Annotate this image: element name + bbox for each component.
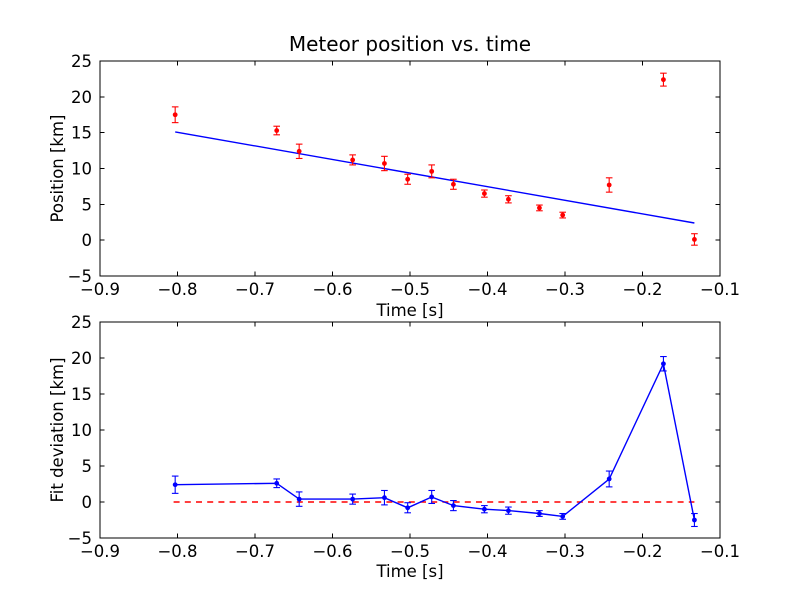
x-tick-label: −0.2 — [622, 542, 662, 561]
y-axis-label: Fit deviation [km] — [48, 357, 67, 502]
bottom-axes-deviation: −0.9 −0.8 −0.7 −0.6 −0.5 −0.4 −0.3 −0.2 −0.1 −5 0 5… — [48, 313, 740, 581]
data-point — [692, 237, 697, 242]
data-point — [661, 77, 666, 83]
x-tick-label: −0.9 — [80, 280, 120, 299]
chart-title: Meteor position vs. time — [289, 32, 531, 56]
data-point — [274, 128, 280, 133]
data-point — [482, 191, 487, 196]
data-point — [296, 148, 302, 154]
x-axis: −0.9 −0.8 −0.7 −0.6 −0.5 −0.4 −0.3 −0.2 −0.1 — [80, 322, 740, 561]
x-axis-label: Time [s] — [375, 301, 443, 320]
data-point — [451, 181, 456, 187]
data-point — [451, 503, 456, 508]
y-axis: −5 0 5 10 15 20 25 — [68, 313, 720, 548]
y-tick-label: 5 — [82, 195, 93, 214]
data-point — [350, 157, 356, 163]
data-point — [560, 514, 566, 519]
data-point — [405, 176, 411, 182]
data-point — [606, 182, 612, 188]
data-point — [537, 511, 542, 516]
data-point — [560, 212, 566, 218]
data-point — [382, 495, 387, 501]
y-tick-label: 20 — [71, 88, 92, 107]
top-axes-position: −0.9 −0.8 −0.7 −0.6 −0.5 −0.4 −0.3 −0.2 −0.1 −5 0 5… — [48, 32, 740, 320]
data-point — [537, 205, 542, 211]
x-tick-label: −0.8 — [157, 542, 197, 561]
x-tick-label: −0.7 — [235, 542, 275, 561]
data-point — [172, 112, 178, 118]
x-tick-label: −0.1 — [700, 542, 740, 561]
data-point — [172, 482, 178, 488]
x-axis: −0.9 −0.8 −0.7 −0.6 −0.5 −0.4 −0.3 −0.2 −0.1 — [80, 61, 740, 299]
x-tick-label: −0.7 — [235, 280, 275, 299]
data-point — [482, 506, 487, 512]
data-point — [429, 168, 435, 174]
y-tick-label: −5 — [68, 529, 92, 548]
data-point — [405, 505, 411, 511]
x-tick-label: −0.8 — [157, 280, 197, 299]
data-point — [382, 161, 387, 166]
data-point — [506, 196, 511, 202]
y-axis-label: Position [km] — [48, 115, 67, 223]
y-tick-label: 25 — [71, 313, 92, 332]
y-tick-label: 15 — [71, 124, 92, 143]
y-tick-label: 5 — [82, 457, 93, 476]
y-axis: −5 0 5 10 15 20 25 — [68, 52, 720, 286]
x-tick-label: −0.9 — [80, 542, 120, 561]
x-tick-label: −0.1 — [700, 280, 740, 299]
data-point — [274, 480, 280, 486]
fit-deviation-path — [175, 361, 696, 521]
x-tick-label: −0.4 — [467, 542, 507, 561]
data-point — [296, 496, 302, 502]
y-tick-label: 0 — [82, 493, 93, 512]
x-tick-label: −0.5 — [390, 280, 430, 299]
data-point — [506, 508, 511, 514]
x-tick-label: −0.4 — [467, 280, 507, 299]
data-point — [429, 494, 435, 500]
x-tick-label: −0.5 — [390, 542, 430, 561]
y-tick-label: 25 — [71, 52, 92, 71]
data-point — [606, 476, 612, 482]
x-tick-label: −0.3 — [545, 542, 585, 561]
position-measurements-series — [171, 72, 698, 246]
x-tick-label: −0.6 — [312, 542, 352, 561]
x-tick-label: −0.3 — [545, 280, 585, 299]
x-axis-label: Time [s] — [375, 562, 443, 581]
data-point — [661, 361, 666, 367]
y-tick-label: 10 — [71, 160, 92, 179]
axes-frame — [99, 60, 721, 277]
axes-frame — [99, 321, 721, 539]
x-tick-label: −0.2 — [622, 280, 662, 299]
y-tick-label: 10 — [71, 421, 92, 440]
fit-deviation-series — [171, 356, 698, 528]
y-tick-label: 0 — [82, 231, 93, 250]
x-tick-label: −0.6 — [312, 280, 352, 299]
y-tick-label: 20 — [71, 349, 92, 368]
data-point — [350, 496, 356, 502]
y-tick-label: 15 — [71, 385, 92, 404]
data-point — [692, 517, 697, 523]
y-tick-label: −5 — [68, 267, 92, 286]
